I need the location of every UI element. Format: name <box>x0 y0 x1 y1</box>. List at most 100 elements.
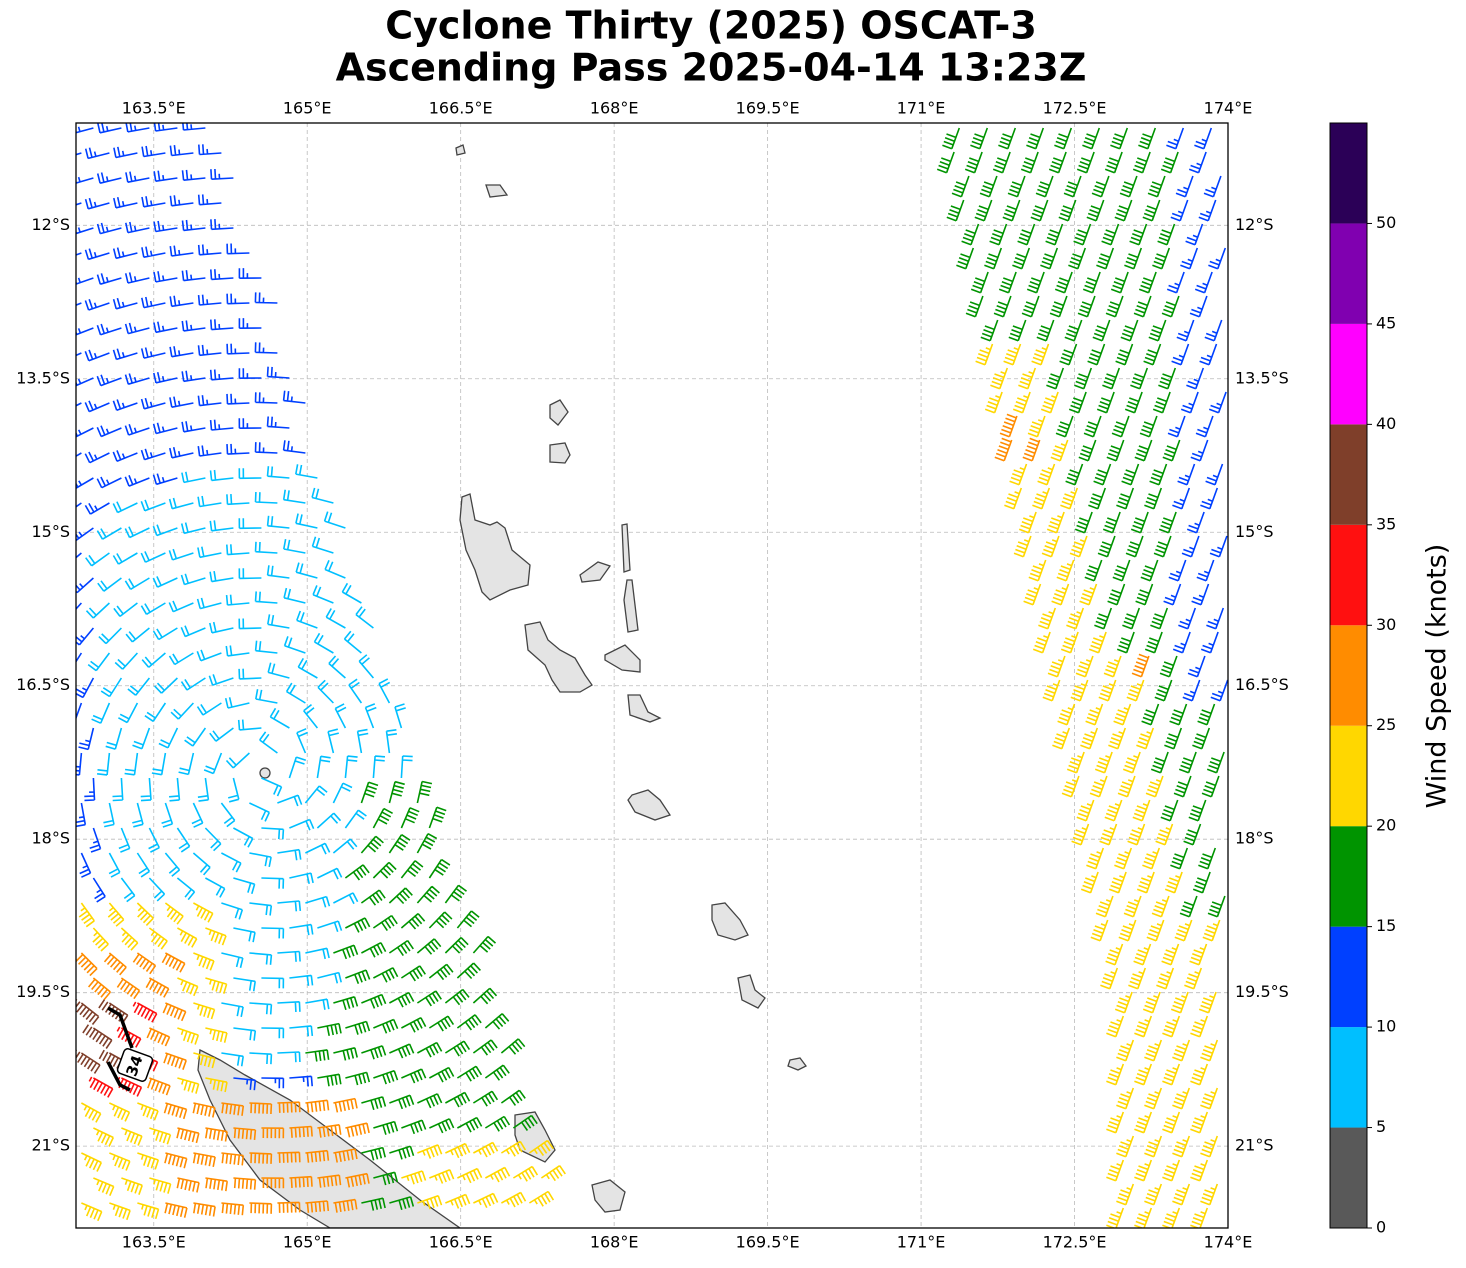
wind-barb <box>388 834 411 854</box>
wind-barb <box>1172 1087 1191 1110</box>
wind-barb <box>400 912 426 930</box>
wind-barb <box>221 1052 244 1067</box>
wind-barb <box>84 197 110 210</box>
wind-barb <box>249 1202 273 1214</box>
colorbar-segment <box>1330 323 1367 425</box>
wind-barb <box>76 377 94 387</box>
wind-barb <box>429 1118 455 1134</box>
wind-barb <box>1192 727 1211 750</box>
wind-barb <box>1077 295 1096 318</box>
wind-barb <box>141 652 166 668</box>
wind-barb <box>1102 367 1121 390</box>
wind-barb <box>1162 1015 1181 1038</box>
wind-barb <box>180 573 206 586</box>
wind-barb <box>1124 391 1143 414</box>
wind-barb <box>221 1002 244 1018</box>
wind-barb <box>153 220 178 233</box>
y-tick-label: 16.5°S <box>16 675 70 694</box>
wind-barb <box>1177 463 1196 486</box>
wind-barb <box>140 347 166 359</box>
wind-barb <box>355 606 374 629</box>
wind-barb <box>76 952 98 977</box>
wind-barb <box>208 674 234 686</box>
wind-barb <box>197 777 210 802</box>
wind-barb <box>1186 367 1205 390</box>
wind-barb <box>317 920 343 933</box>
wind-barb <box>444 937 469 954</box>
wind-barb <box>373 967 399 983</box>
wind-barb <box>1032 487 1051 510</box>
wind-barb <box>289 818 315 831</box>
wind-barb <box>1200 631 1219 654</box>
wind-barb <box>1041 535 1060 558</box>
wind-barb <box>1145 775 1164 798</box>
wind-barb <box>76 402 82 407</box>
wind-barb <box>1018 511 1037 534</box>
wind-barb <box>984 391 1003 414</box>
wind-barb <box>341 582 362 604</box>
wind-barb <box>149 1177 172 1194</box>
y-tick-label: 15°S <box>31 522 70 541</box>
wind-barb <box>1152 391 1171 414</box>
wind-barb <box>164 852 181 877</box>
wind-barb <box>1063 175 1082 198</box>
wind-barb <box>209 621 234 634</box>
wind-barb <box>1018 367 1037 390</box>
wind-barb <box>360 835 384 854</box>
wind-barb <box>1166 127 1185 150</box>
wind-barb <box>332 838 358 854</box>
wind-barb <box>361 1096 387 1111</box>
x-tick-label: 163.5°E <box>122 1233 186 1252</box>
wind-barb <box>1180 247 1199 270</box>
wind-barb <box>96 172 122 184</box>
wind-barb <box>1012 247 1031 270</box>
wind-barb <box>112 297 138 310</box>
wind-barb <box>76 126 94 134</box>
wind-barb <box>209 727 234 742</box>
wind-barb <box>1028 559 1047 582</box>
wind-barb <box>277 1001 301 1013</box>
wind-barb <box>1206 607 1225 630</box>
wind-barb <box>221 852 242 873</box>
wind-barb <box>1013 535 1032 558</box>
wind-barb <box>1058 199 1077 222</box>
wind-barb <box>1076 799 1095 822</box>
wind-barb <box>169 295 194 308</box>
wind-barb <box>1056 559 1075 582</box>
wind-barb <box>124 752 139 776</box>
wind-barb <box>1170 991 1189 1014</box>
colorbar-tick-label: 40 <box>1376 414 1396 433</box>
wind-barb <box>76 277 94 285</box>
wind-barb <box>401 1016 427 1033</box>
wind-barb <box>225 645 250 657</box>
wind-barb <box>1116 1183 1135 1206</box>
wind-barb <box>1204 319 1223 342</box>
wind-barb <box>1198 199 1217 222</box>
wind-barb <box>528 1139 554 1156</box>
wind-barb <box>1198 847 1217 870</box>
wind-barb <box>109 1152 131 1171</box>
wind-barb <box>1144 487 1163 510</box>
wind-barb <box>113 602 138 618</box>
wind-barb <box>254 342 278 354</box>
wind-barb <box>277 1201 301 1213</box>
wind-barb <box>84 298 110 311</box>
wind-barb <box>96 476 122 489</box>
wind-barb <box>233 1177 257 1190</box>
wind-barb <box>177 1077 200 1094</box>
wind-barb <box>457 1116 483 1133</box>
colorbar-segment <box>1330 826 1367 927</box>
wind-barb <box>1048 151 1067 174</box>
wind-barb <box>372 861 397 879</box>
wind-barb <box>360 889 386 906</box>
wind-barb <box>1161 295 1180 318</box>
wind-barb <box>994 437 1013 462</box>
wind-barb <box>1134 1063 1153 1086</box>
wind-barb <box>1201 775 1220 798</box>
wind-barb <box>1132 799 1151 822</box>
wind-barb <box>112 450 138 462</box>
wind-barb <box>1050 439 1069 462</box>
x-tick-label: 174°E <box>1204 99 1253 118</box>
wind-barb <box>233 927 256 943</box>
wind-barb <box>163 1102 188 1120</box>
